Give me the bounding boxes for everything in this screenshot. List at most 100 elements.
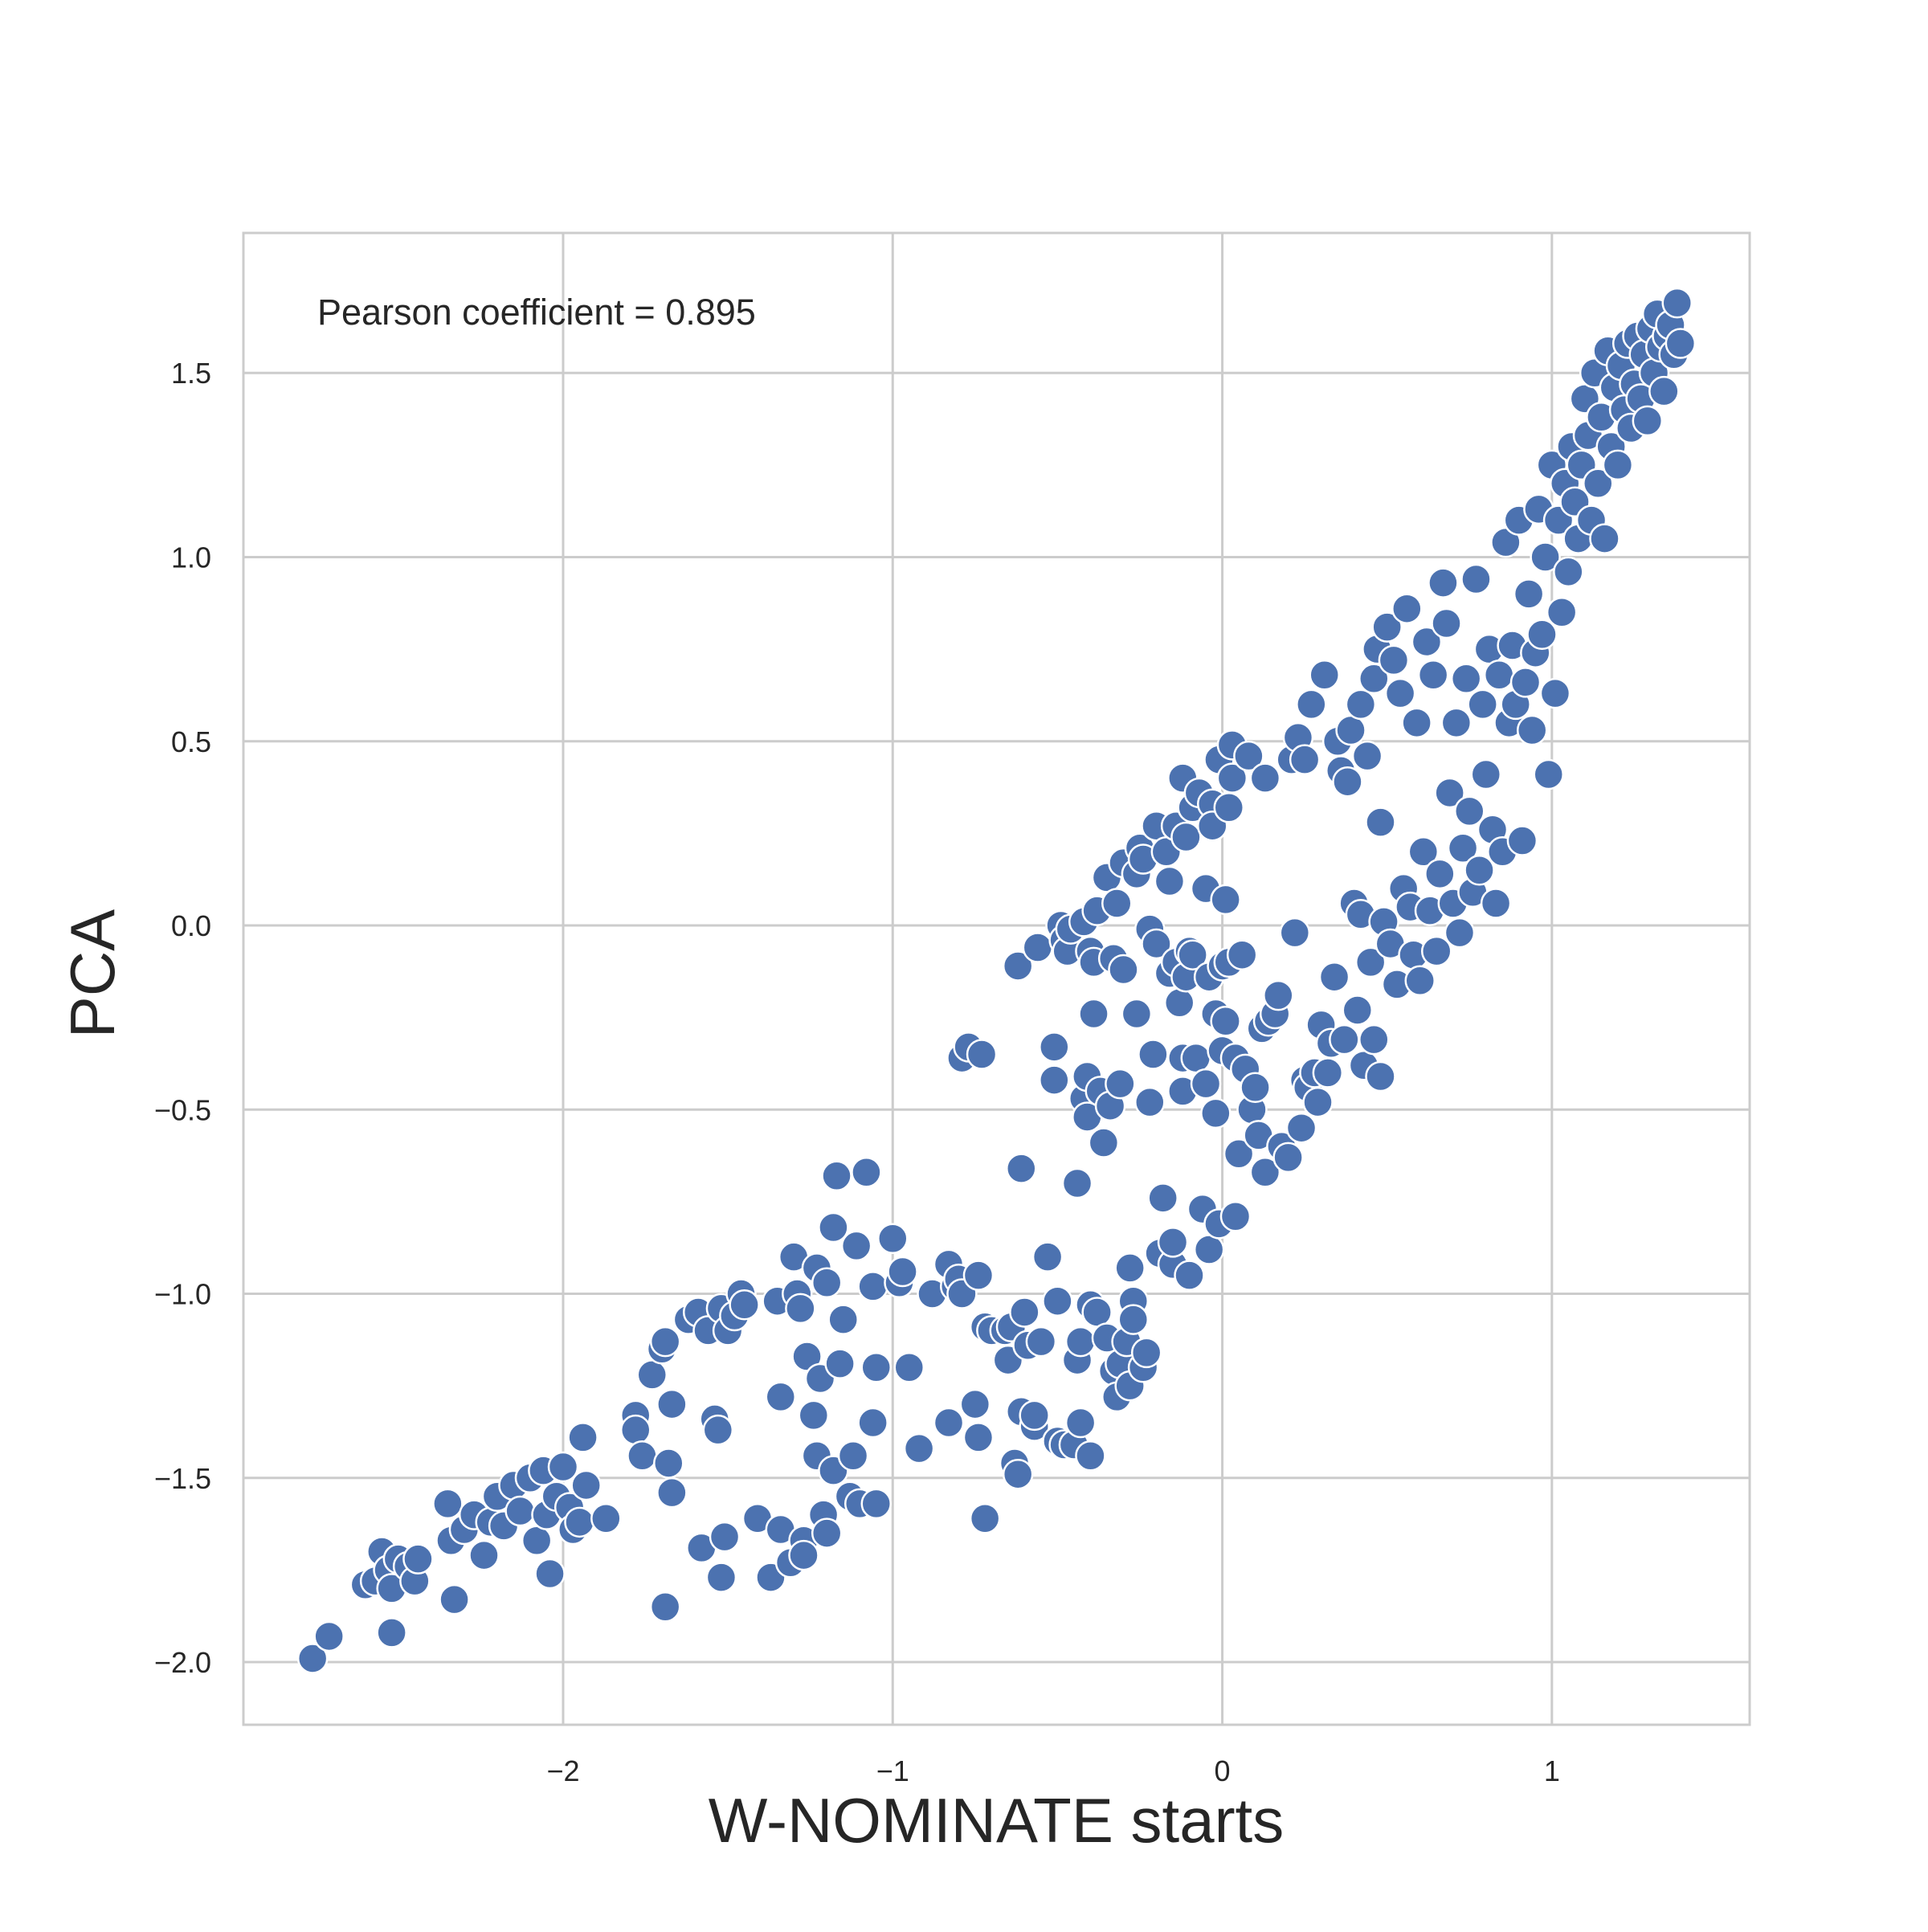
- scatter-point: [1138, 1039, 1169, 1070]
- y-tick-label: 1.5: [171, 357, 211, 390]
- scatter-point: [827, 1304, 859, 1335]
- scatter-point: [966, 1039, 998, 1070]
- scatter-point: [1365, 807, 1396, 838]
- y-axis-title: PCA: [57, 909, 128, 1038]
- scatter-point: [656, 1477, 688, 1509]
- scatter-point: [1180, 1042, 1211, 1074]
- scatter-point: [1440, 707, 1473, 739]
- scatter-point: [1249, 762, 1281, 794]
- scatter-point: [1460, 563, 1492, 595]
- scatter-points: [296, 287, 1697, 1674]
- scatter-point: [893, 1351, 925, 1383]
- scatter-point: [1006, 1153, 1037, 1184]
- scatter-point: [1424, 858, 1456, 890]
- scatter-point: [1039, 1031, 1070, 1063]
- y-tick-label: −0.5: [154, 1093, 211, 1126]
- scatter-point: [798, 1399, 830, 1432]
- scatter-point: [1312, 1057, 1344, 1089]
- scatter-point: [857, 1407, 888, 1439]
- scatter-point: [1121, 998, 1153, 1030]
- scatter-point: [1345, 688, 1377, 721]
- scatter-point: [1039, 1064, 1070, 1096]
- scatter-point: [1509, 667, 1542, 698]
- scatter-point: [1101, 888, 1133, 919]
- scatter-point: [1240, 1072, 1271, 1104]
- scatter-point: [1272, 1142, 1304, 1174]
- scatter-point: [785, 1293, 816, 1325]
- scatter-point: [1318, 961, 1350, 993]
- scatter-point: [969, 1502, 1001, 1534]
- scatter-point: [1296, 688, 1327, 721]
- scatter-point: [1444, 917, 1476, 949]
- scatter-point: [590, 1502, 622, 1534]
- scatter-point: [705, 1562, 737, 1593]
- scatter-point: [1108, 954, 1139, 986]
- scatter-point: [1648, 375, 1680, 407]
- scatter-point: [547, 1451, 579, 1483]
- x-tick-label: 1: [1544, 1754, 1560, 1787]
- scatter-point: [1417, 659, 1449, 691]
- scatter-point: [818, 1211, 849, 1244]
- scatter-point: [1530, 541, 1561, 573]
- scatter-point: [1480, 888, 1512, 919]
- scatter-point: [811, 1267, 843, 1299]
- y-tick-label: −1.5: [154, 1462, 211, 1495]
- scatter-point: [1513, 578, 1545, 610]
- scatter-point: [1174, 1260, 1205, 1291]
- scatter-point: [959, 1388, 991, 1420]
- scatter-point: [887, 1256, 918, 1288]
- scatter-point: [1200, 1097, 1232, 1129]
- scatter-point: [1332, 766, 1363, 798]
- scatter-point: [1661, 287, 1693, 319]
- scatter-point: [468, 1539, 500, 1571]
- scatter-point: [570, 1469, 602, 1501]
- scatter-point: [1022, 932, 1054, 963]
- scatter-point: [1279, 917, 1311, 949]
- scatter-point: [860, 1488, 892, 1520]
- scatter-point: [1170, 821, 1202, 853]
- scatter-point: [1407, 836, 1440, 868]
- scatter-point: [1088, 1127, 1120, 1158]
- scatter-point: [933, 1407, 965, 1439]
- scatter-point: [1404, 965, 1436, 997]
- scatter-point: [1117, 1304, 1150, 1335]
- x-axis-title: W-NOMINATE starts: [709, 1785, 1284, 1856]
- scatter-point: [840, 1230, 872, 1262]
- scatter-point: [1391, 593, 1423, 624]
- scatter-point: [1213, 792, 1245, 823]
- scatter-point: [1154, 865, 1186, 897]
- pearson-annotation: Pearson coefficient = 0.895: [317, 292, 756, 333]
- scatter-point: [1450, 663, 1482, 695]
- scatter-point: [1002, 1458, 1034, 1490]
- scatter-point: [1177, 939, 1208, 970]
- scatter-point: [1223, 1138, 1255, 1170]
- scatter-point: [1302, 1086, 1334, 1118]
- scatter-point: [1526, 619, 1558, 651]
- scatter-point: [1470, 758, 1502, 790]
- scatter-point: [1358, 1023, 1390, 1056]
- scatter-point: [567, 1422, 598, 1453]
- scatter-point: [1193, 1234, 1225, 1265]
- scatter-point: [1309, 659, 1340, 691]
- scatter-point: [1064, 1325, 1097, 1358]
- scatter-point: [962, 1422, 995, 1453]
- scatter-point: [702, 1414, 734, 1446]
- scatter-point: [649, 1325, 681, 1358]
- tick-labels: −2 −1 0 1 −2.0 −1.5 −1.0 −0.5 0.0 0.5 1.0 1.5: [154, 357, 1560, 1787]
- scatter-point: [1226, 939, 1258, 970]
- scatter-point: [837, 1440, 869, 1472]
- scatter-point: [877, 1223, 909, 1255]
- scatter-point: [1285, 1112, 1317, 1144]
- scatter-point: [1210, 884, 1241, 916]
- scatter-point: [1632, 405, 1664, 437]
- scatter-point: [857, 1271, 888, 1302]
- scatter-point: [1009, 1297, 1040, 1328]
- scatter-point: [1420, 935, 1452, 967]
- scatter-point: [1031, 1241, 1064, 1272]
- grid-lines: [243, 233, 1750, 1725]
- scatter-point: [1130, 1337, 1162, 1369]
- scatter-point: [432, 1488, 464, 1520]
- scatter-point: [1210, 1005, 1241, 1037]
